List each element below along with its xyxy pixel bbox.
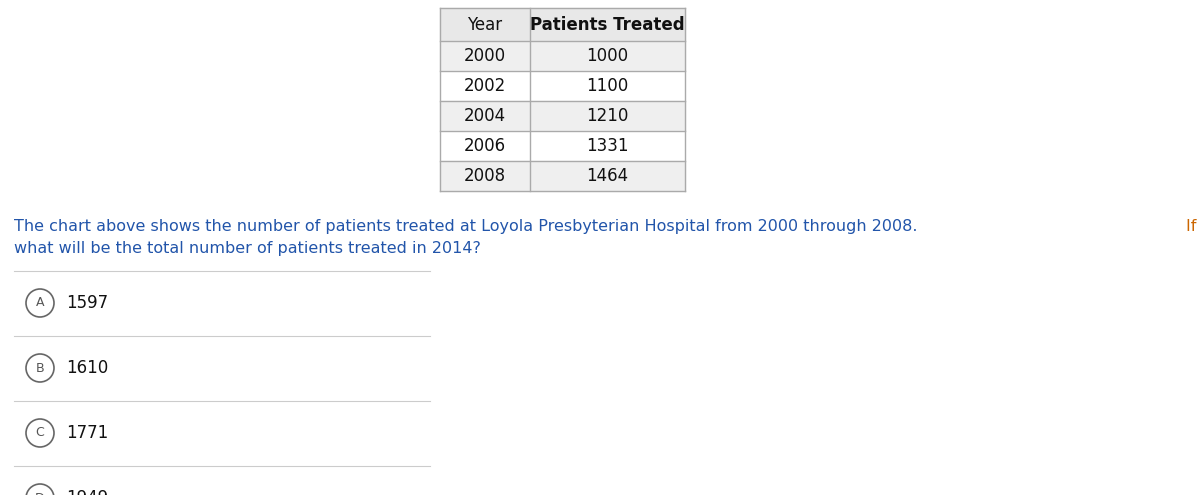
Text: If the number of patients increases by 10% every two years,: If the number of patients increases by 1…: [1187, 219, 1200, 234]
Text: 2004: 2004: [464, 107, 506, 125]
Text: The chart above shows the number of patients treated at Loyola Presbyterian Hosp: The chart above shows the number of pati…: [14, 219, 923, 234]
Text: 2002: 2002: [464, 77, 506, 95]
Text: 2006: 2006: [464, 137, 506, 155]
Text: B: B: [36, 361, 44, 375]
Text: A: A: [36, 297, 44, 309]
Text: 1610: 1610: [66, 359, 108, 377]
Text: what will be the total number of patients treated in 2014?: what will be the total number of patient…: [14, 241, 481, 256]
Text: 1100: 1100: [587, 77, 629, 95]
Text: 1949: 1949: [66, 489, 108, 495]
Text: 2000: 2000: [464, 47, 506, 65]
Text: 1331: 1331: [587, 137, 629, 155]
Text: 1771: 1771: [66, 424, 108, 442]
Text: 1597: 1597: [66, 294, 108, 312]
Text: 1000: 1000: [587, 47, 629, 65]
Text: Patients Treated: Patients Treated: [530, 15, 685, 34]
Text: C: C: [36, 427, 44, 440]
Text: D: D: [35, 492, 44, 495]
Text: 1210: 1210: [587, 107, 629, 125]
Text: Year: Year: [468, 15, 503, 34]
Text: 2008: 2008: [464, 167, 506, 185]
Text: 1464: 1464: [587, 167, 629, 185]
